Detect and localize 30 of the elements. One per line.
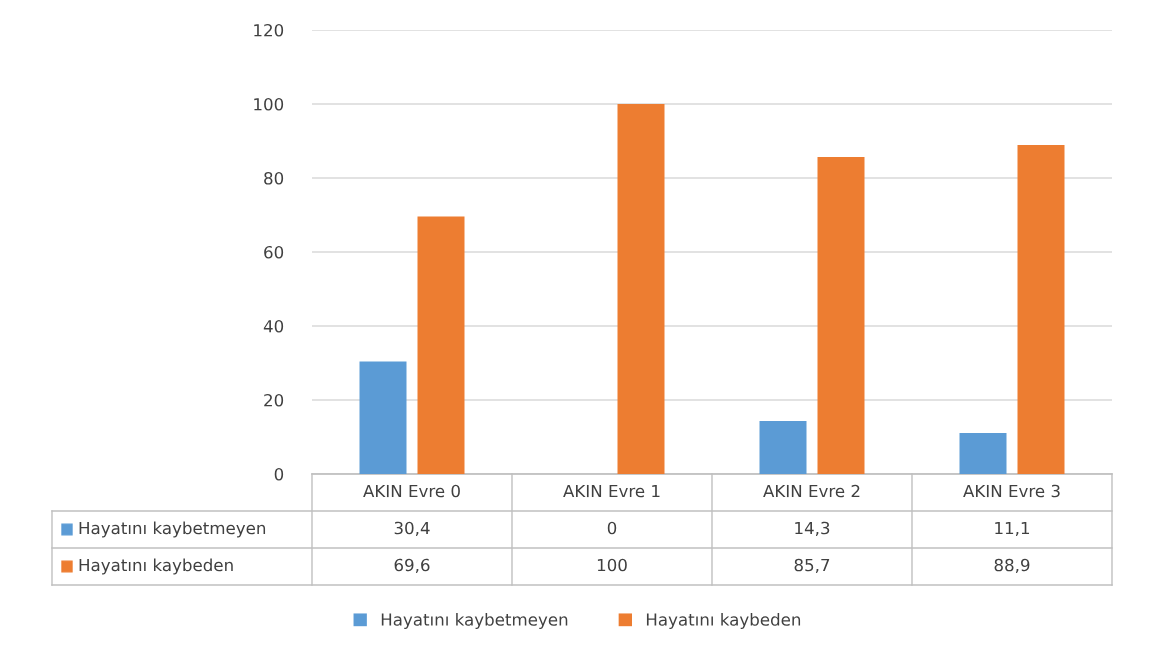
bar (359, 361, 407, 474)
x-tick-label: AKIN Evre 2 (763, 484, 860, 498)
data-label: 0 (607, 521, 617, 535)
y-tick-label: 40 (263, 319, 284, 333)
bar (959, 432, 1007, 474)
text: Hayatını kaybeden (79, 558, 233, 575)
x-tick-label: AKIN Evre 3 (963, 484, 1060, 498)
legend-label: Hayatını kaybeden (646, 612, 801, 630)
data-label: 14,3 (795, 521, 830, 537)
data-label: 88,9 (994, 558, 1030, 574)
data-label: 69,6 (394, 558, 430, 574)
y-tick-label: 0 (274, 467, 284, 481)
y-tick-label: 20 (264, 393, 284, 407)
x-tick-label: AKIN Evre 1 (563, 484, 660, 498)
data-label: 100 (597, 558, 627, 572)
y-tick-label: 120 (254, 23, 284, 37)
data-label: 11,1 (995, 521, 1030, 537)
x-tick-label: AKIN Evre 0 (363, 484, 460, 498)
y-tick-label: 100 (254, 97, 284, 111)
y-tick-label: 80 (264, 171, 284, 185)
data-label: 85,7 (794, 558, 830, 574)
legend-label: Hayatını kaybetmeyen (79, 521, 266, 538)
bar (417, 216, 465, 474)
bar (817, 156, 865, 474)
y-tick-label: 60 (264, 245, 284, 259)
bar (759, 421, 807, 474)
bar (617, 104, 665, 474)
text: Hayatını kaybetmeyen (381, 612, 568, 630)
data-label: 30,4 (394, 521, 430, 537)
bar (1017, 145, 1065, 474)
